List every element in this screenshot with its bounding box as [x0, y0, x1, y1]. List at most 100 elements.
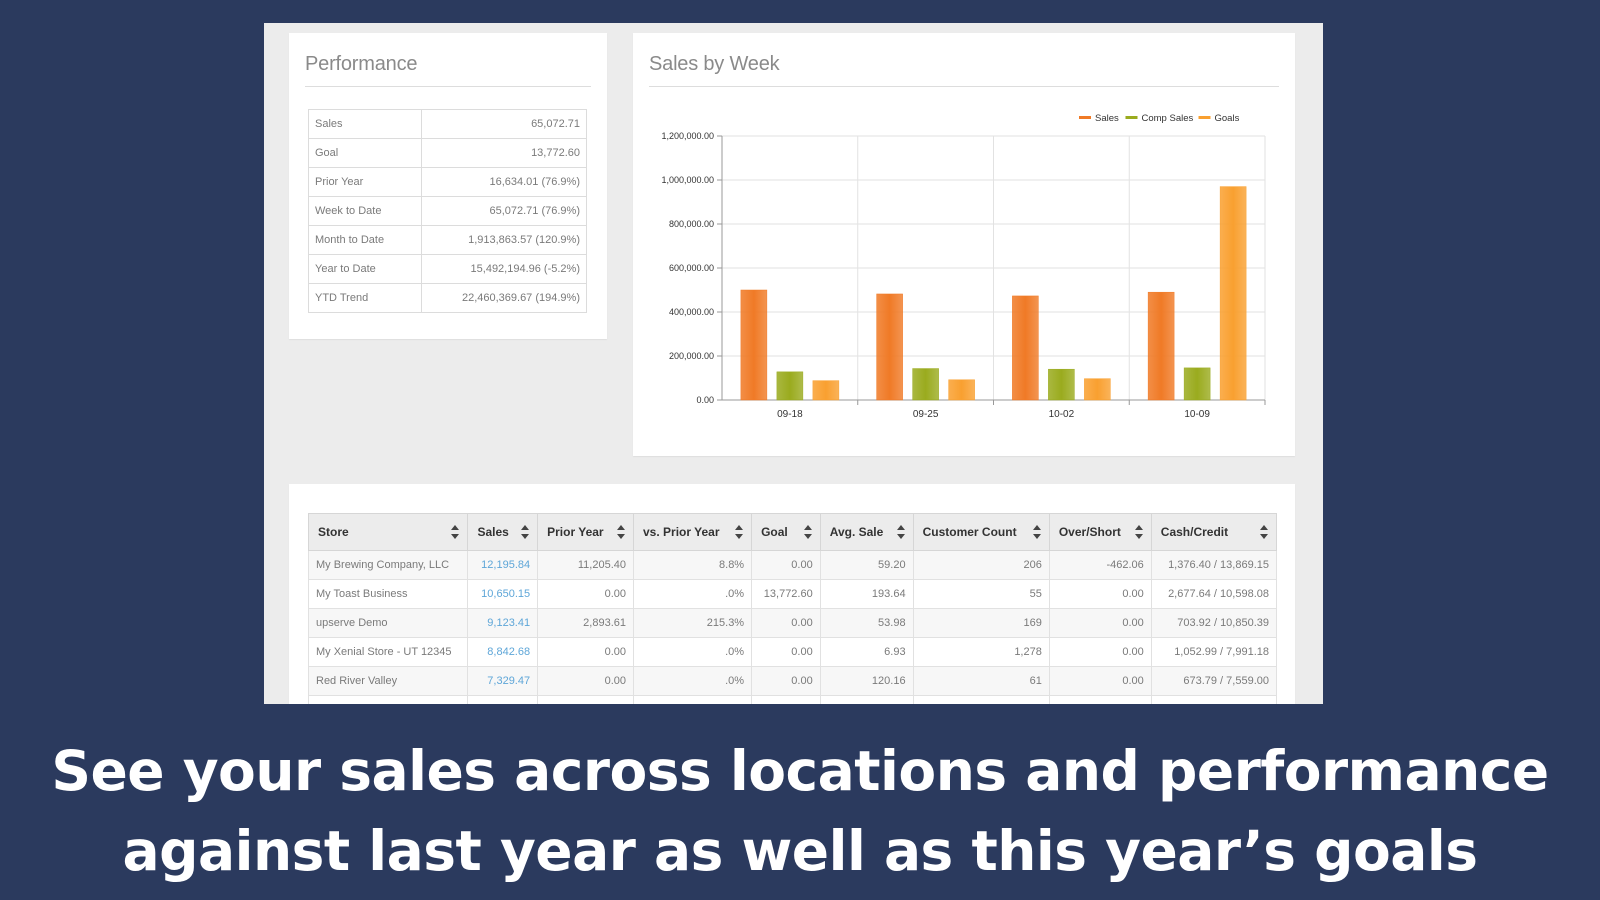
sales-by-week-card: Sales by Week 0.00 200,000.00 400,000.00 60…: [633, 33, 1295, 456]
stores-card: Store Sales Prior Year vs. Prior Year Goal Av…: [289, 484, 1295, 704]
performance-label: Year to Date: [308, 254, 422, 284]
y-tick-label: 1,200,000.00: [661, 131, 714, 141]
sort-icon[interactable]: [1134, 525, 1143, 539]
table-cell: 8.8%: [632, 550, 753, 580]
sort-icon[interactable]: [617, 525, 625, 539]
performance-row: Sales 65,072.71: [308, 109, 587, 139]
column-header-store[interactable]: Store: [307, 513, 469, 551]
table-row: upserve Demo 9,123.41 2,893.61 215.3% 0.00 53…: [307, 608, 1278, 638]
x-tick-label: 09-18: [777, 409, 803, 420]
performance-value: 65,072.71 (76.9%): [421, 196, 587, 226]
bar-goals: [1219, 186, 1247, 401]
store-sales-link[interactable]: 9,123.41: [467, 608, 539, 638]
store-name: Red River Valley: [307, 666, 469, 696]
performance-label: Month to Date: [308, 225, 422, 255]
table-row: My Brewing Company, LLC 12,195.84 11,205.4…: [307, 550, 1278, 580]
performance-row: Prior Year 16,634.01 (76.9%): [308, 167, 587, 197]
performance-label: YTD Trend: [308, 283, 422, 313]
store-name: [307, 695, 469, 704]
legend-label: Sales: [1095, 113, 1119, 124]
legend-swatch: [1125, 116, 1138, 119]
legend-label: Comp Sales: [1142, 113, 1194, 124]
table-cell: [912, 695, 1050, 704]
column-header-avg-sale[interactable]: Avg. Sale: [819, 513, 914, 551]
legend-label: Goals: [1215, 113, 1240, 124]
table-cell: [1150, 695, 1278, 704]
table-cell: 169: [912, 608, 1050, 638]
performance-value: 22,460,369.67 (194.9%): [421, 283, 587, 313]
store-sales-link[interactable]: 8,842.68: [467, 637, 539, 667]
y-tick-label: 400,000.00: [669, 307, 714, 317]
column-header-goal[interactable]: Goal: [751, 513, 821, 551]
table-cell: .0%: [632, 666, 753, 696]
legend-swatch: [1079, 116, 1091, 119]
sort-icon[interactable]: [896, 525, 905, 539]
performance-row: YTD Trend 22,460,369.67 (194.9%): [308, 283, 587, 313]
x-tick-label: 09-25: [913, 409, 939, 420]
store-sales-link[interactable]: [467, 695, 539, 704]
table-cell: 2,893.61: [537, 608, 634, 638]
sort-icon[interactable]: [1260, 525, 1268, 539]
column-header-vs-prior-year[interactable]: vs. Prior Year: [632, 513, 753, 551]
table-cell: 53.98: [819, 608, 914, 638]
table-cell: -462.06: [1048, 550, 1152, 580]
column-header-prior-year[interactable]: Prior Year: [537, 513, 634, 551]
table-cell: 206: [912, 550, 1050, 580]
table-cell: 1,376.40 / 13,869.15: [1150, 550, 1278, 580]
y-tick-label: 200,000.00: [669, 351, 714, 361]
store-name: My Xenial Store - UT 12345: [307, 637, 469, 667]
table-cell: 11,205.40: [537, 550, 634, 580]
column-header-cash-credit[interactable]: Cash/Credit: [1150, 513, 1278, 551]
y-tick-label: 600,000.00: [669, 263, 714, 273]
table-cell: [1048, 695, 1152, 704]
bar-sales: [1012, 295, 1039, 401]
column-header-sales[interactable]: Sales: [467, 513, 539, 551]
performance-table: Sales 65,072.71 Goal 13,772.60 Prior Year 16,…: [308, 109, 587, 313]
table-cell: .0%: [632, 579, 753, 609]
table-cell: 0.00: [1048, 579, 1152, 609]
sort-icon[interactable]: [451, 525, 460, 539]
performance-value: 16,634.01 (76.9%): [421, 167, 587, 197]
performance-row: Year to Date 15,492,194.96 (-5.2%): [308, 254, 587, 284]
sort-icon[interactable]: [803, 525, 812, 539]
table-row: [307, 695, 1278, 704]
table-cell: 13,772.60: [751, 579, 821, 609]
performance-row: Month to Date 1,913,863.57 (120.9%): [308, 225, 587, 255]
sort-icon[interactable]: [735, 525, 744, 539]
table-cell: 703.92 / 10,850.39: [1150, 608, 1278, 638]
column-header-label: Over/Short: [1058, 525, 1121, 539]
table-cell: 0.00: [751, 666, 821, 696]
sort-icon[interactable]: [521, 525, 530, 539]
legend-swatch: [1198, 116, 1211, 119]
performance-card: Performance Sales 65,072.71 Goal 13,772.60 P…: [289, 33, 607, 339]
store-sales-link[interactable]: 10,650.15: [467, 579, 539, 609]
table-cell: 0.00: [537, 666, 634, 696]
column-header-label: Customer Count: [922, 525, 1017, 539]
table-cell: 0.00: [1048, 666, 1152, 696]
column-header-label: Prior Year: [547, 525, 604, 539]
x-tick-label: 10-09: [1184, 409, 1210, 420]
bar-sales: [1147, 291, 1175, 401]
column-header-label: Avg. Sale: [829, 525, 884, 539]
table-cell: 0.00: [537, 579, 634, 609]
column-header-label: Goal: [761, 525, 788, 539]
performance-value: 13,772.60: [421, 138, 587, 168]
performance-label: Sales: [308, 109, 422, 139]
store-sales-link[interactable]: 12,195.84: [467, 550, 539, 580]
column-header-over-short[interactable]: Over/Short: [1048, 513, 1152, 551]
bar-comp-sales: [912, 368, 939, 401]
y-tick-label: 800,000.00: [669, 219, 714, 229]
x-tick-label: 10-02: [1049, 409, 1075, 420]
table-cell: [537, 695, 634, 704]
performance-title: Performance: [305, 53, 591, 87]
store-name: upserve Demo: [307, 608, 469, 638]
store-sales-link[interactable]: 7,329.47: [467, 666, 539, 696]
stores-table: Store Sales Prior Year vs. Prior Year Goal Av…: [307, 513, 1278, 704]
column-header-customer-count[interactable]: Customer Count: [912, 513, 1050, 551]
table-cell: [819, 695, 914, 704]
performance-value: 15,492,194.96 (-5.2%): [421, 254, 587, 284]
column-header-label: Sales: [477, 525, 509, 539]
sort-icon[interactable]: [1032, 525, 1041, 539]
table-cell: .0%: [632, 637, 753, 667]
table-cell: [632, 695, 753, 704]
